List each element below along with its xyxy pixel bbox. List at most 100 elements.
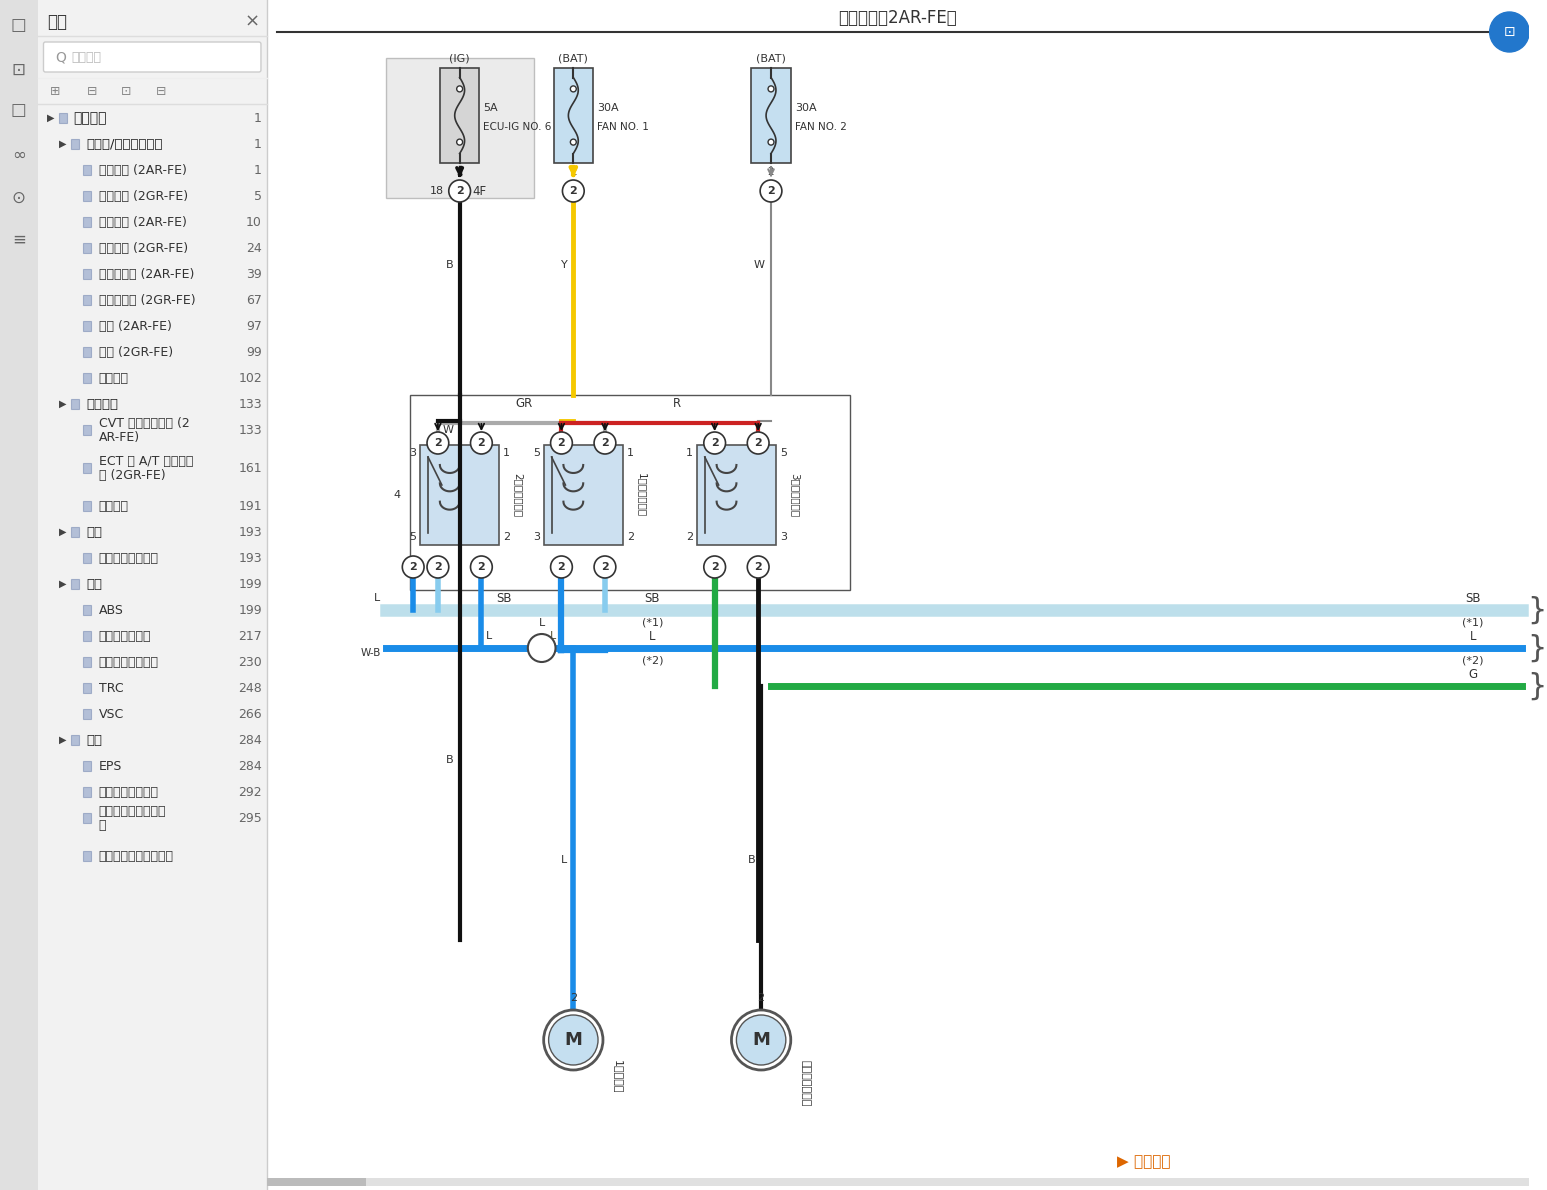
FancyBboxPatch shape (84, 165, 91, 175)
FancyBboxPatch shape (84, 217, 91, 227)
Text: 系统电路: 系统电路 (73, 111, 107, 125)
FancyBboxPatch shape (554, 68, 593, 163)
Circle shape (528, 634, 555, 662)
FancyBboxPatch shape (84, 553, 91, 563)
Circle shape (760, 180, 781, 202)
FancyBboxPatch shape (71, 399, 79, 409)
Text: W: W (753, 259, 766, 270)
Text: W-B: W-B (360, 649, 381, 658)
Text: 18: 18 (430, 186, 444, 196)
Text: 2: 2 (478, 562, 486, 572)
Text: 2: 2 (755, 438, 763, 447)
Circle shape (563, 180, 585, 202)
FancyBboxPatch shape (84, 295, 91, 305)
Circle shape (456, 86, 463, 92)
Circle shape (767, 86, 774, 92)
Text: 冷却风扇 (2GR-FE): 冷却风扇 (2GR-FE) (99, 189, 189, 202)
Text: 冷却风扇 (2AR-FE): 冷却风扇 (2AR-FE) (99, 163, 187, 176)
Text: FAN NO. 1: FAN NO. 1 (597, 121, 648, 132)
Text: 2: 2 (456, 186, 464, 196)
Text: 10: 10 (246, 215, 261, 228)
Text: 161: 161 (238, 462, 261, 475)
Text: 2号风扇继电器: 2号风扇继电器 (514, 472, 523, 518)
Text: 102: 102 (238, 371, 261, 384)
Text: 2: 2 (602, 438, 610, 447)
Text: 191: 191 (238, 500, 261, 513)
Circle shape (470, 556, 492, 578)
Text: 制动: 制动 (87, 577, 102, 590)
Text: 295: 295 (238, 812, 261, 825)
Text: ▶: ▶ (59, 139, 67, 149)
Text: ∞: ∞ (12, 146, 26, 164)
Text: 2: 2 (503, 532, 511, 541)
Text: 30A: 30A (795, 102, 817, 113)
Text: }: } (1527, 595, 1547, 625)
Text: L: L (551, 631, 557, 641)
Text: 67: 67 (246, 294, 261, 307)
Text: 5A: 5A (483, 102, 498, 113)
Text: 292: 292 (238, 785, 261, 798)
Text: VSC: VSC (99, 708, 124, 720)
FancyBboxPatch shape (268, 1178, 365, 1186)
Text: 器 (2GR-FE): 器 (2GR-FE) (99, 469, 166, 482)
Text: 加热式方向盘系统: 加热式方向盘系统 (99, 785, 159, 798)
Text: 5: 5 (780, 447, 787, 458)
Text: TRC: TRC (99, 682, 124, 695)
Text: 199: 199 (238, 577, 261, 590)
FancyBboxPatch shape (84, 683, 91, 693)
FancyBboxPatch shape (84, 657, 91, 668)
Circle shape (470, 432, 492, 455)
Text: (*2): (*2) (642, 654, 664, 665)
Text: 冷却风扇（2AR-FE）: 冷却风扇（2AR-FE） (838, 10, 958, 27)
Text: ⊟: ⊟ (156, 84, 167, 98)
Text: (IG): (IG) (449, 54, 470, 63)
Text: 3: 3 (408, 447, 416, 458)
Text: EPS: EPS (99, 759, 122, 772)
Text: 1: 1 (685, 447, 693, 458)
Text: 书签: 书签 (48, 13, 68, 31)
Text: ▶: ▶ (59, 580, 67, 589)
Text: 230: 230 (238, 656, 261, 669)
Text: 转向锁（右驾驶车型）: 转向锁（右驾驶车型） (99, 850, 173, 863)
Text: 99: 99 (246, 345, 261, 358)
Text: 2: 2 (456, 167, 463, 177)
Text: 1: 1 (254, 112, 261, 125)
Text: 1: 1 (503, 447, 511, 458)
Text: 217: 217 (238, 630, 261, 643)
FancyBboxPatch shape (84, 709, 91, 719)
Text: GR: GR (515, 396, 532, 409)
Text: AR-FE): AR-FE) (99, 431, 139, 444)
FancyBboxPatch shape (84, 321, 91, 331)
Text: 发动机/混合动力系统: 发动机/混合动力系统 (87, 138, 162, 150)
Text: 传动系统: 传动系统 (87, 397, 118, 411)
Text: 启停系统: 启停系统 (99, 371, 128, 384)
Text: W: W (442, 425, 453, 436)
Text: 3: 3 (532, 532, 540, 541)
FancyBboxPatch shape (71, 735, 79, 745)
FancyBboxPatch shape (71, 527, 79, 537)
FancyBboxPatch shape (752, 68, 791, 163)
Circle shape (551, 556, 572, 578)
Text: 2: 2 (710, 562, 718, 572)
Text: ）: ） (99, 819, 107, 832)
Text: ⊡: ⊡ (1504, 25, 1515, 39)
Text: FAN NO. 2: FAN NO. 2 (795, 121, 846, 132)
Text: 199: 199 (238, 603, 261, 616)
Text: ⊡: ⊡ (121, 84, 131, 98)
Circle shape (549, 1015, 599, 1065)
Text: L: L (562, 854, 568, 865)
Text: 39: 39 (246, 268, 261, 281)
Text: 1扇电动机: 1扇电动机 (613, 1060, 623, 1094)
Circle shape (1490, 12, 1528, 52)
FancyBboxPatch shape (84, 192, 91, 201)
Text: 2: 2 (435, 438, 442, 447)
Text: 4: 4 (393, 490, 401, 500)
Text: L: L (486, 631, 492, 641)
Text: 3号风扇继电器: 3号风扇继电器 (791, 472, 800, 518)
Text: B: B (747, 854, 755, 865)
Text: 1: 1 (254, 138, 261, 150)
Text: G: G (1468, 668, 1477, 681)
FancyBboxPatch shape (385, 58, 534, 198)
Text: 97: 97 (246, 319, 261, 332)
FancyBboxPatch shape (43, 42, 261, 73)
